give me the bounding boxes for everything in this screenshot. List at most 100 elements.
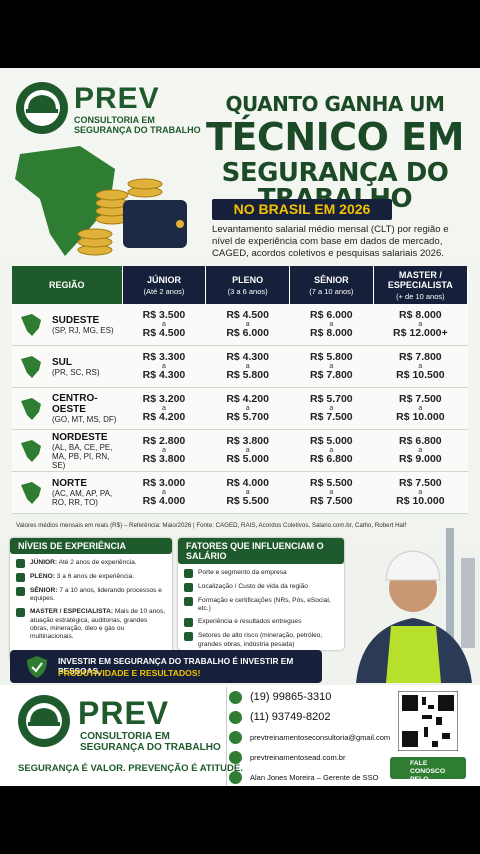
range-word: a xyxy=(329,321,334,328)
salary-high: R$ 10.000 xyxy=(396,411,445,423)
salary-low: R$ 7.800 xyxy=(399,350,442,363)
salary-low: R$ 3.200 xyxy=(142,392,186,405)
salary-cell: R$ 2.800 a R$ 3.800 xyxy=(122,429,206,472)
salary-cell: R$ 6.800 a R$ 9.000 xyxy=(373,429,468,472)
level-name: PLENO: xyxy=(30,573,55,580)
salary-low: R$ 5.000 xyxy=(310,434,353,447)
region-map-icon xyxy=(21,356,41,378)
salary-high: R$ 4.500 xyxy=(142,327,186,339)
level-item: MASTER / ESPECIALISTA: Mais de 10 anos, … xyxy=(16,608,166,641)
contact-text: prevtreinamentosead.com.br xyxy=(250,752,346,762)
footnote: Valores médios mensais em reais (R$) – R… xyxy=(16,522,407,529)
salary-cell: R$ 6.000 a R$ 8.000 xyxy=(289,304,374,346)
salary-cell: R$ 3.800 a R$ 5.000 xyxy=(205,429,290,472)
range-word: a xyxy=(245,363,250,370)
salary-high: R$ 9.000 xyxy=(399,453,442,465)
salary-low: R$ 4.500 xyxy=(226,308,269,321)
factor-item: Experiência e resultados entregues xyxy=(184,618,338,628)
levels-box: NÍVEIS DE EXPERIÊNCIA JÚNIOR: Até 2 anos… xyxy=(10,538,172,662)
salary-low: R$ 8.000 xyxy=(399,308,442,321)
salary-high: R$ 7.500 xyxy=(310,411,353,423)
region-row: NORTE (AC, AM, AP, PA, RO, RR, TO) R$ 3.00… xyxy=(12,471,468,514)
salary-high: R$ 7.500 xyxy=(310,495,353,507)
logo-sub-line: CONSULTORIA EM xyxy=(74,115,155,125)
salary-low: R$ 7.500 xyxy=(399,476,442,489)
range-word: a xyxy=(162,405,166,412)
factor-icon xyxy=(184,583,193,592)
contact-row: prevtreinamentosead.com.br xyxy=(229,747,399,767)
factor-icon xyxy=(184,597,193,606)
region-states: (AL, BA, CE, PE, MA, PB, PI, RN, SE) xyxy=(52,442,113,470)
region-cell: SUDESTE (SP, RJ, MG, ES) xyxy=(12,304,123,346)
logo-icon xyxy=(16,82,68,134)
range-word: a xyxy=(162,363,166,370)
column-sub: (3 a 6 anos) xyxy=(227,286,268,296)
factors-box: FATORES QUE INFLUENCIAM O SALÁRIO Porte … xyxy=(178,538,344,650)
contact-icon xyxy=(229,730,242,744)
description: Levantamento salarial médio mensal (CLT)… xyxy=(212,224,449,259)
salary-cell: R$ 3.200 a R$ 4.200 xyxy=(122,387,206,430)
column-sub: (7 a 10 anos) xyxy=(309,286,354,296)
salary-low: R$ 4.300 xyxy=(226,350,269,363)
level-icon xyxy=(16,587,25,596)
shield-icon xyxy=(27,656,47,678)
salary-cell: R$ 5.000 a R$ 6.800 xyxy=(289,429,374,472)
salary-cell: R$ 8.000 a R$ 12.000+ xyxy=(373,304,468,346)
salary-cell: R$ 7.800 a R$ 10.500 xyxy=(373,345,468,388)
banner-line: INVESTIR EM SEGURANÇA DO TRABALHO É INVE… xyxy=(58,656,294,676)
salary-high: R$ 5.500 xyxy=(226,495,269,507)
logo-name: PREV xyxy=(78,695,170,731)
logo-sub-line: CONSULTORIA EM xyxy=(80,731,170,742)
level-desc: 3 a 6 anos de experiência. xyxy=(56,573,135,580)
region-name: CENTRO-OESTE xyxy=(52,393,98,415)
salary-low: R$ 5.500 xyxy=(310,476,353,489)
region-name: NORDESTE xyxy=(52,431,108,443)
salary-cell: R$ 4.200 a R$ 5.700 xyxy=(205,387,290,430)
salary-high: R$ 4.300 xyxy=(142,369,186,381)
factor-item: Localização / Custo de vida da região xyxy=(184,583,338,592)
salary-low: R$ 3.800 xyxy=(226,434,269,447)
salary-low: R$ 3.000 xyxy=(142,476,186,489)
region-map-icon xyxy=(21,398,41,420)
level-text: MASTER / ESPECIALISTA: Mais de 10 anos, … xyxy=(30,608,166,641)
region-states: (GO, MT, MS, DF) xyxy=(52,415,117,424)
contact-icon xyxy=(229,690,242,704)
header-row: REGIÃO JÚNIOR (Até 2 anos) PLENO (3 a 6 anos… xyxy=(12,266,469,304)
salary-high: R$ 7.800 xyxy=(310,369,353,381)
salary-low: R$ 7.500 xyxy=(399,392,442,405)
factor-text: Localização / Custo de vida da região xyxy=(198,583,308,590)
region-name: SUL xyxy=(52,356,72,368)
region-cell: SUL (PR, SC, RS) xyxy=(12,345,123,388)
range-word: a xyxy=(245,447,250,454)
column-header: SÊNIOR (7 a 10 anos) xyxy=(289,266,374,304)
level-icon xyxy=(16,608,25,618)
region-name: SUDESTE xyxy=(52,314,100,326)
salary-low: R$ 3.500 xyxy=(142,308,186,321)
salary-high: R$ 10.000 xyxy=(396,495,445,507)
salary-high: R$ 6.800 xyxy=(310,453,353,465)
salary-low: R$ 5.800 xyxy=(310,350,353,363)
level-item: SÊNIOR: 7 a 10 anos, liderando processos… xyxy=(16,587,166,603)
range-word: a xyxy=(162,489,166,496)
factors-title: FATORES QUE INFLUENCIAM O SALÁRIO xyxy=(178,538,344,564)
level-desc: 7 a 10 anos, liderando processos e equip… xyxy=(30,587,162,603)
contact-row: (11) 93749-8202 xyxy=(229,707,399,727)
logo-sub: CONSULTORIA EM SEGURANÇA DO TRABALHO xyxy=(80,731,221,753)
salary-high: R$ 5.800 xyxy=(226,369,269,381)
contact-icon xyxy=(229,770,242,784)
range-word: a xyxy=(418,405,423,412)
logo-sub-line: SEGURANÇA DO TRABALHO xyxy=(74,124,201,135)
contact-row: prevtreinamentoseconsultoria@gmail.com xyxy=(229,727,399,747)
logo-name: PREV xyxy=(74,82,160,115)
salary-low: R$ 4.000 xyxy=(226,476,269,489)
level-name: MASTER / ESPECIALISTA: xyxy=(30,608,114,616)
range-word: a xyxy=(329,447,334,454)
salary-cell: R$ 4.000 a R$ 5.500 xyxy=(205,471,290,514)
whatsapp-button[interactable]: FALE CONOSCO PELO WHATSAPP! xyxy=(390,757,466,786)
salary-low: R$ 6.800 xyxy=(399,434,442,447)
salary-high: R$ 4.000 xyxy=(142,495,186,507)
factor-text: Setores de alto risco (mineração, petról… xyxy=(198,632,323,648)
region-row: SUDESTE (SP, RJ, MG, ES) R$ 3.500 a R$ 4.500… xyxy=(12,304,468,346)
salary-low: R$ 5.700 xyxy=(310,392,353,405)
